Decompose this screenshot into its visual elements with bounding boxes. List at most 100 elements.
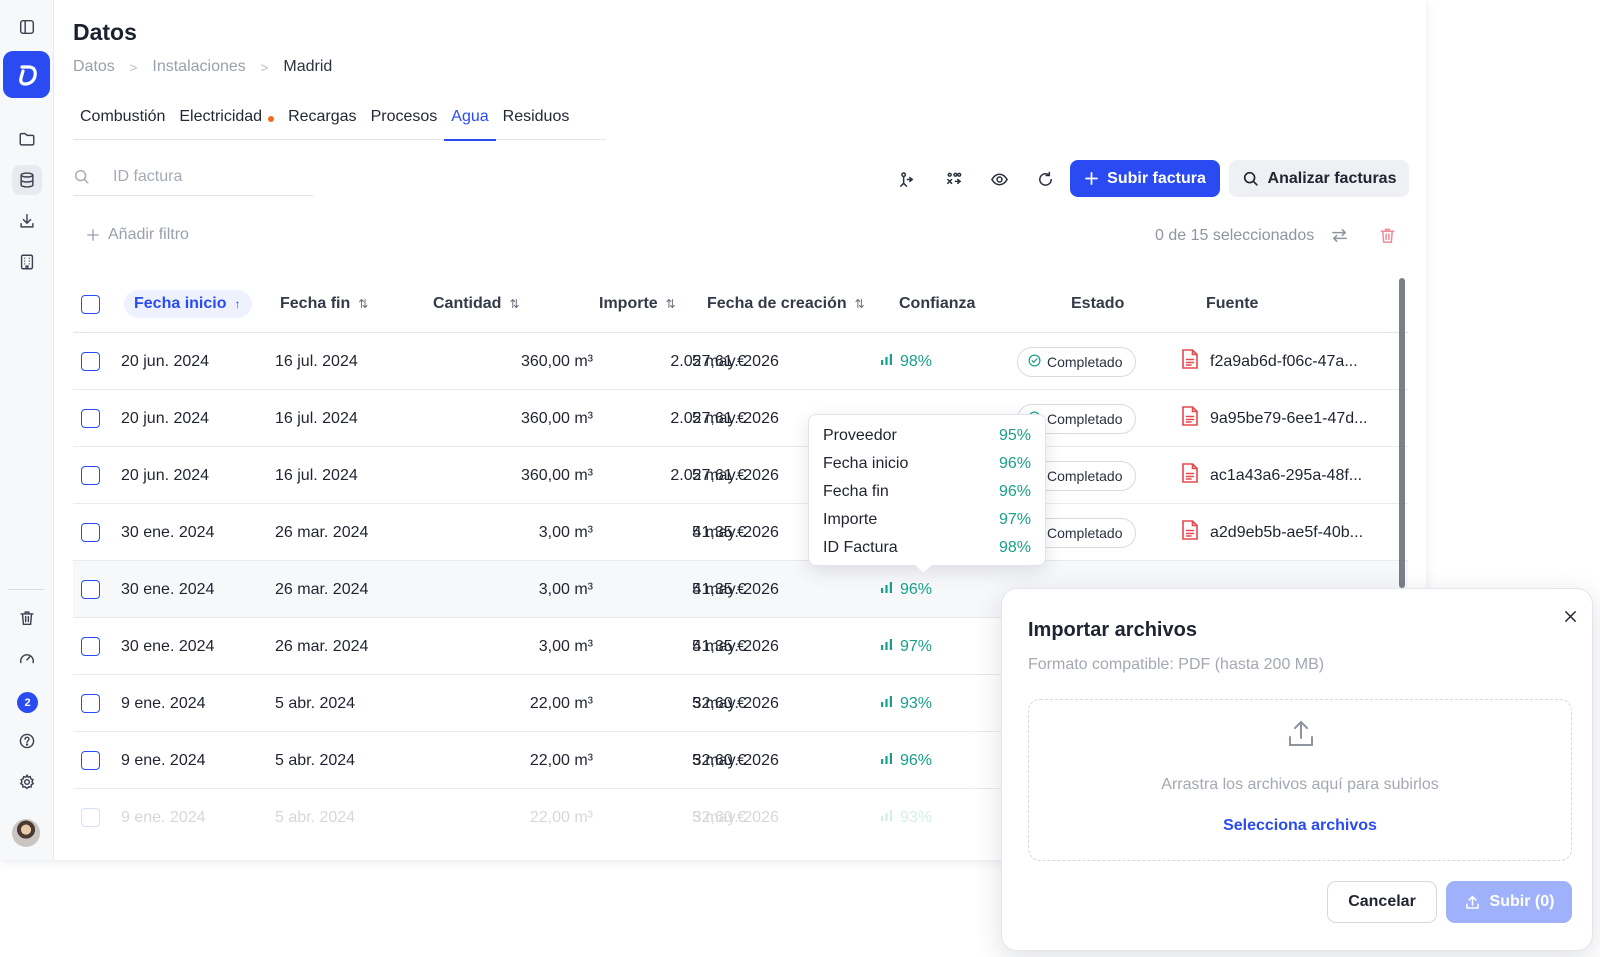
app-logo[interactable] <box>3 51 50 98</box>
cell-amount: 2.027,61 € <box>670 352 746 370</box>
notification-badge[interactable]: 2 <box>17 692 38 713</box>
breadcrumb-item-datos[interactable]: Datos <box>73 58 115 75</box>
cell-confidence[interactable]: 96% <box>880 561 932 618</box>
number-format-icon[interactable] <box>937 163 969 195</box>
cell-confidence[interactable]: 96% <box>880 732 932 789</box>
row-checkbox[interactable] <box>81 333 100 390</box>
table-row[interactable]: 9 ene. 2024 5 abr. 2024 22,00 m³ 32,60 €5 m… <box>73 789 1408 846</box>
tab-agua[interactable]: Agua <box>444 104 497 141</box>
cell-end-date: 16 jul. 2024 <box>275 352 358 370</box>
pdf-file-icon <box>1180 519 1200 546</box>
table-row[interactable]: 30 ene. 2024 26 mar. 2024 3,00 m³ 41,35 €5 … <box>73 618 1408 675</box>
cancel-button[interactable]: Cancelar <box>1327 881 1437 923</box>
bar-chart-icon <box>880 580 894 599</box>
row-checkbox[interactable] <box>81 504 100 561</box>
tab-combustion[interactable]: Combustión <box>73 104 172 140</box>
column-header-fecha-creacion[interactable]: Fecha de creación ⇅ <box>707 275 865 333</box>
row-checkbox[interactable] <box>81 390 100 447</box>
analyze-invoices-button[interactable]: Analizar facturas <box>1229 160 1409 197</box>
cell-start-date: 9 ene. 2024 <box>121 694 206 712</box>
upload-button[interactable]: Subir (0) <box>1446 881 1572 923</box>
breadcrumb-item-instalaciones[interactable]: Instalaciones <box>152 58 246 75</box>
column-header-cantidad[interactable]: Cantidad ⇅ <box>433 275 520 333</box>
rail-divider <box>8 589 44 590</box>
cell-confidence[interactable]: 97% <box>880 618 932 675</box>
cell-created-date: 5 may. 2026 <box>692 808 779 826</box>
add-filter-button[interactable]: Añadir filtro <box>86 226 189 244</box>
merge-columns-icon[interactable] <box>890 163 922 195</box>
cell-amount: 2.027,61 € <box>670 409 746 427</box>
tab-procesos[interactable]: Procesos <box>364 104 445 140</box>
cell-source[interactable]: 9a95be79-6ee1-47d... <box>1180 390 1367 447</box>
table-row[interactable]: 20 jun. 2024 16 jul. 2024 360,00 m³ 2.027,6… <box>73 390 1408 447</box>
confidence-tooltip: Proveedor 95% Fecha inicio 96% Fecha fin 96… <box>808 414 1046 566</box>
close-icon[interactable] <box>1556 602 1584 630</box>
user-avatar[interactable] <box>12 819 40 847</box>
table-row[interactable]: 20 jun. 2024 16 jul. 2024 360,00 m³ 2.027,6… <box>73 333 1408 390</box>
row-checkbox[interactable] <box>81 789 100 846</box>
column-label: Confianza <box>899 295 976 312</box>
trash-icon[interactable] <box>12 603 42 633</box>
cell-created-date: 5 may. 2026 <box>692 523 779 541</box>
cell-source[interactable]: ac1a43a6-295a-48f... <box>1180 447 1362 504</box>
column-header-importe[interactable]: Importe ⇅ <box>599 275 676 333</box>
column-header-fecha-fin[interactable]: Fecha fin ⇅ <box>280 275 368 333</box>
cell-confidence[interactable]: 98% <box>880 333 932 390</box>
column-header-fecha-inicio[interactable]: Fecha inicio ↑ <box>124 290 253 318</box>
sidebar-toggle-icon[interactable] <box>12 12 42 42</box>
cell-amount: 32,60 € <box>692 808 746 826</box>
row-checkbox[interactable] <box>81 675 100 732</box>
cell-end-date: 16 jul. 2024 <box>275 466 358 484</box>
settings-gear-icon[interactable] <box>12 767 42 797</box>
row-checkbox[interactable] <box>81 618 100 675</box>
cell-source[interactable]: a2d9eb5b-ae5f-40b... <box>1180 504 1363 561</box>
table-row[interactable]: 20 jun. 2024 16 jul. 2024 360,00 m³ 2.027,6… <box>73 447 1408 504</box>
tooltip-row: Fecha inicio 96% <box>823 450 1031 478</box>
status-label: Completado <box>1047 353 1123 370</box>
cell-created-date: 5 may. 2026 <box>692 352 779 370</box>
table-row[interactable]: 9 ene. 2024 5 abr. 2024 22,00 m³ 32,60 €5 m… <box>73 732 1408 789</box>
gauge-icon[interactable] <box>12 644 42 674</box>
swap-arrows-icon[interactable] <box>1330 226 1349 250</box>
row-checkbox[interactable] <box>81 732 100 789</box>
table-scrollbar[interactable] <box>1399 278 1405 588</box>
select-files-link[interactable]: Selecciona archivos <box>1223 817 1377 834</box>
refresh-icon[interactable] <box>1029 163 1061 195</box>
tab-electricidad[interactable]: Electricidad <box>172 104 281 140</box>
database-icon[interactable] <box>12 165 42 195</box>
cell-quantity: 22,00 m³ <box>529 694 593 712</box>
select-all-checkbox[interactable] <box>81 275 100 333</box>
cell-confidence[interactable]: 93% <box>880 789 932 846</box>
source-filename: 9a95be79-6ee1-47d... <box>1210 409 1368 427</box>
cell-amount: 2.027,61 € <box>670 466 746 484</box>
add-filter-label: Añadir filtro <box>108 226 189 243</box>
download-icon[interactable] <box>12 206 42 236</box>
cell-created-date: 5 may. 2026 <box>692 694 779 712</box>
tab-recargas[interactable]: Recargas <box>281 104 363 140</box>
search-input[interactable] <box>113 167 293 186</box>
building-icon[interactable] <box>12 247 42 277</box>
help-icon[interactable] <box>12 726 42 756</box>
unread-dot <box>268 116 275 122</box>
column-label: Estado <box>1071 295 1125 312</box>
tab-residuos[interactable]: Residuos <box>496 104 577 140</box>
folder-icon[interactable] <box>12 124 42 154</box>
table-row[interactable]: 30 ene. 2024 26 mar. 2024 3,00 m³ 41,35 €5 … <box>73 504 1408 561</box>
cell-quantity: 360,00 m³ <box>520 409 593 427</box>
cell-created-date: 5 may. 2026 <box>692 580 779 598</box>
cell-amount: 41,35 € <box>692 523 746 541</box>
source-filename: f2a9ab6d-f06c-47a... <box>1210 352 1358 370</box>
status-label: Completado <box>1047 410 1123 427</box>
file-dropzone[interactable]: Arrastra los archivos aquí para subirlos… <box>1028 699 1572 861</box>
category-tabs: Combustión Electricidad Recargas Proceso… <box>73 104 606 141</box>
table-row[interactable]: 9 ene. 2024 5 abr. 2024 22,00 m³ 32,60 €5 m… <box>73 675 1408 732</box>
cell-source[interactable]: f2a9ab6d-f06c-47a... <box>1180 333 1358 390</box>
row-checkbox[interactable] <box>81 561 100 618</box>
cell-confidence[interactable]: 93% <box>880 675 932 732</box>
delete-selected-icon[interactable] <box>1378 226 1397 250</box>
cell-status: Completado <box>1017 333 1136 390</box>
column-header-fuente: Fuente <box>1206 275 1258 333</box>
row-checkbox[interactable] <box>81 447 100 504</box>
eye-icon[interactable] <box>983 163 1015 195</box>
upload-invoice-button[interactable]: Subir factura <box>1070 160 1220 197</box>
